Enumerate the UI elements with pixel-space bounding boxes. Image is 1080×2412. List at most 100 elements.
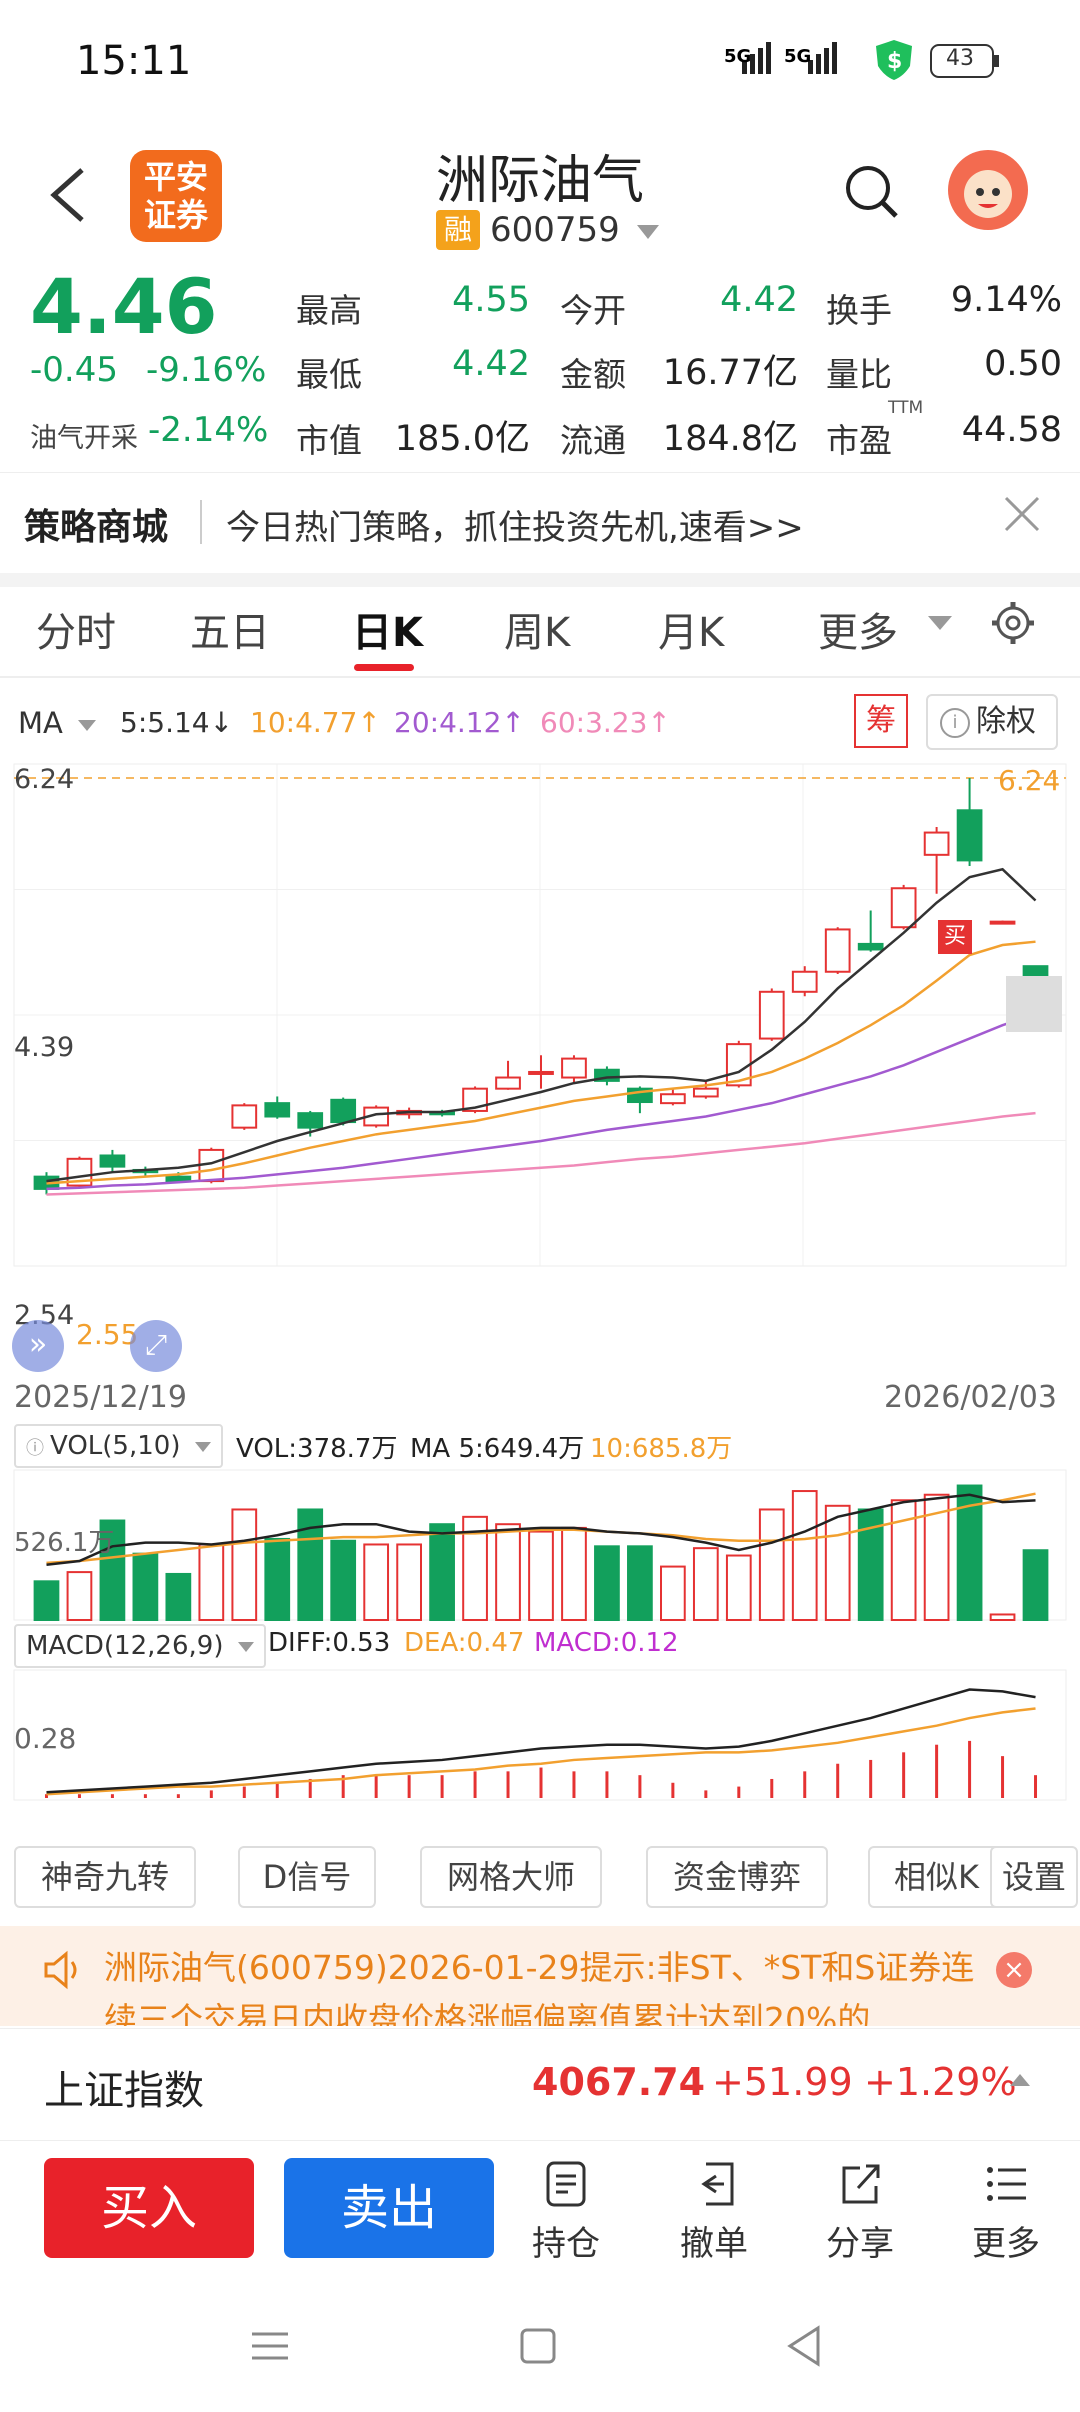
crosshair-handle[interactable] — [1006, 976, 1062, 1032]
svg-text:5G: 5G — [724, 46, 751, 67]
vol-selector[interactable]: ⓘ VOL(5,10) — [14, 1424, 223, 1468]
vol-axis: 526.1万 — [14, 1528, 115, 1558]
volume-bar — [198, 1543, 225, 1622]
volume-bar — [231, 1508, 258, 1622]
tool-d-signal[interactable]: D信号 — [238, 1846, 376, 1908]
candle — [857, 942, 884, 951]
index-name: 上证指数 — [44, 2068, 204, 2114]
volume-bar — [396, 1543, 422, 1622]
share-icon — [838, 2160, 882, 2208]
kline-chart[interactable] — [0, 690, 1080, 1810]
macd-diff: DIFF:0.53 — [268, 1628, 391, 1658]
high-value: 4.55 — [452, 280, 530, 320]
settings-gear-icon[interactable] — [990, 600, 1036, 646]
turnover-label: 换手 — [826, 291, 892, 330]
diff-line — [46, 1688, 1036, 1794]
chip-button[interactable]: 筹 — [854, 694, 908, 748]
undo-icon — [692, 2160, 736, 2208]
tab-five-day[interactable]: 五日 — [190, 610, 270, 656]
search-icon[interactable] — [842, 162, 902, 222]
vol-ma10: 10:685.8万 — [590, 1434, 733, 1464]
cancel-order-button[interactable]: 撤单 — [664, 2160, 764, 2265]
buy-button[interactable]: 买入 — [44, 2158, 254, 2258]
caret-down-icon — [194, 1441, 211, 1452]
macd-label: MACD(12,26,9) — [26, 1631, 224, 1661]
candle — [528, 1070, 554, 1075]
nav-menu-icon[interactable] — [250, 2326, 290, 2366]
caret-up-icon — [1010, 2074, 1030, 2086]
tab-intraday[interactable]: 分时 — [36, 610, 116, 656]
volume-bar — [594, 1545, 620, 1622]
tab-weekly-k[interactable]: 周K — [504, 610, 571, 656]
strategy-text: 今日热门策略，抓住投资先机,速看>> — [226, 508, 804, 548]
current-price: 4.46 — [30, 262, 218, 351]
nav-back-icon[interactable] — [784, 2324, 824, 2368]
macd-axis: 0.28 — [14, 1722, 77, 1755]
expand-icon[interactable]: ⤢ — [130, 1320, 182, 1372]
index-pct: +1.29% — [864, 2060, 1017, 2104]
tool-settings[interactable]: 设置 — [990, 1846, 1078, 1908]
volume-bar — [495, 1523, 521, 1621]
tool-grid-master[interactable]: 网格大师 — [420, 1846, 602, 1908]
tab-monthly-k[interactable]: 月K — [658, 610, 725, 656]
close-icon[interactable] — [1002, 494, 1042, 534]
amount-value: 16.77亿 — [662, 353, 798, 393]
open-label: 今开 — [560, 291, 626, 330]
broker-logo: 平安 证券 — [130, 150, 222, 242]
candle — [1022, 965, 1049, 978]
back-arrow-icon[interactable] — [40, 160, 100, 230]
ex-rights-label: 除权 — [976, 704, 1036, 739]
price-change: -0.45 — [30, 350, 118, 390]
notice-close-icon[interactable]: × — [996, 1952, 1032, 1988]
sell-button[interactable]: 卖出 — [284, 2158, 494, 2258]
tab-daily-k[interactable]: 日K — [352, 610, 423, 656]
ma-selector[interactable]: MA — [18, 706, 97, 740]
mcap-label: 市值 — [296, 421, 362, 460]
index-change: +51.99 — [712, 2060, 853, 2104]
volume-bar — [791, 1490, 818, 1621]
volume-bar — [429, 1523, 455, 1621]
volume-bar — [528, 1530, 554, 1621]
stock-code[interactable]: 600759 — [490, 210, 659, 250]
sector-label[interactable]: 油气开采 — [30, 423, 138, 454]
low-label: 最低 — [296, 355, 362, 394]
candle — [956, 809, 983, 862]
ma5-value: 5:5.14↓ — [120, 706, 234, 739]
share-button[interactable]: 分享 — [810, 2160, 910, 2265]
tool-fund-game[interactable]: 资金博弈 — [646, 1846, 828, 1908]
tool-magic-nine[interactable]: 神奇九转 — [14, 1846, 196, 1908]
nav-home-icon[interactable] — [518, 2326, 558, 2366]
more-button[interactable]: 更多 — [956, 2160, 1056, 2265]
candle — [66, 1157, 93, 1187]
volume-bar — [890, 1499, 917, 1622]
holdings-label: 持仓 — [532, 2224, 600, 2264]
volume-bar — [363, 1543, 390, 1622]
svg-text:5G: 5G — [784, 46, 811, 67]
strategy-banner[interactable] — [0, 472, 1080, 587]
candle — [495, 1076, 521, 1090]
tool-similar-k[interactable]: 相似K — [868, 1846, 1006, 1908]
pe-sup: TTM — [888, 398, 924, 418]
caret-down-icon — [636, 224, 659, 239]
sector-pct: -2.14% — [148, 410, 269, 450]
divider — [200, 500, 202, 544]
speaker-icon — [42, 1950, 86, 1990]
high-label: 最高 — [296, 291, 362, 330]
svg-text:$: $ — [887, 49, 902, 74]
index-bar[interactable] — [0, 2028, 1080, 2139]
date-start: 2025/12/19 — [14, 1380, 187, 1415]
holdings-button[interactable]: 持仓 — [516, 2160, 616, 2265]
logo-line2: 证券 — [143, 196, 208, 234]
battery-level: 43 — [946, 46, 974, 71]
ma5-line — [46, 867, 1037, 1183]
tab-more[interactable]: 更多 — [818, 610, 898, 656]
macd-selector[interactable]: MACD(12,26,9) — [14, 1624, 266, 1668]
scroll-left-icon[interactable]: » — [12, 1320, 64, 1372]
notice-banner[interactable] — [0, 1926, 1080, 2026]
avatar[interactable] — [948, 150, 1028, 230]
ex-rights-button[interactable]: i 除权 — [926, 694, 1058, 750]
low-value: 4.42 — [452, 344, 530, 384]
ma20-line — [46, 1012, 1036, 1191]
action-bar — [0, 2140, 1080, 2291]
info-icon: i — [940, 707, 970, 738]
